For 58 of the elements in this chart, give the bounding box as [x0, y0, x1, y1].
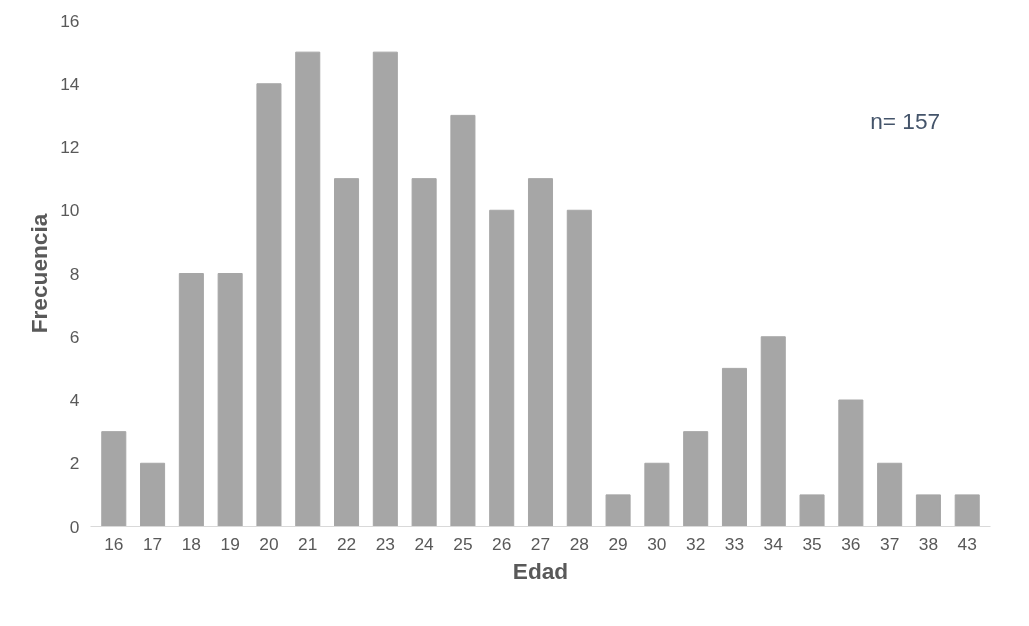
- x-tick-label: 36: [841, 533, 861, 554]
- x-tick-label: 32: [686, 533, 706, 554]
- bar: [838, 399, 864, 527]
- x-tick-label: 38: [918, 533, 939, 554]
- x-tick-label: 19: [220, 533, 240, 554]
- bar: [954, 494, 980, 527]
- bar: [683, 431, 709, 527]
- bar: [915, 494, 941, 527]
- x-tick-label: 22: [336, 533, 357, 554]
- y-tick-label: 2: [69, 453, 80, 474]
- x-axis-title: Edad: [512, 557, 569, 584]
- bar: [799, 494, 825, 527]
- annotation: n= 157: [870, 108, 941, 135]
- bar: [140, 462, 166, 527]
- x-tick-label: 33: [724, 533, 745, 554]
- y-tick-label: 6: [69, 326, 80, 347]
- bar: [334, 178, 360, 527]
- y-tick-label: 12: [60, 137, 80, 157]
- bar: [877, 462, 903, 527]
- bar: [760, 336, 786, 527]
- bar: [721, 367, 747, 527]
- bar: [101, 431, 127, 527]
- x-tick-label: 24: [414, 533, 435, 554]
- x-tick-label: 21: [298, 533, 318, 554]
- x-tick-label: 17: [142, 533, 163, 554]
- bar: [566, 209, 592, 527]
- y-tick-label: 8: [69, 263, 80, 284]
- bar: [644, 462, 670, 527]
- bar: [256, 83, 282, 527]
- x-tick-label: 23: [375, 533, 395, 554]
- x-tick-label: 43: [957, 533, 977, 554]
- y-tick-label: 10: [60, 200, 80, 221]
- y-tick-label: 14: [60, 73, 80, 94]
- x-tick-label: 30: [647, 533, 667, 554]
- x-tick-label: 18: [181, 533, 202, 554]
- bar: [605, 494, 631, 527]
- x-tick-label: 25: [453, 533, 473, 554]
- x-tick-label: 20: [259, 533, 279, 554]
- x-tick-label: 26: [492, 533, 512, 554]
- x-tick-label: 35: [802, 533, 822, 554]
- bar: [489, 209, 515, 527]
- bar: [527, 178, 554, 527]
- y-tick-label: 16: [60, 10, 80, 31]
- bar: [411, 178, 437, 527]
- bar: [372, 51, 398, 527]
- x-tick-label: 29: [608, 533, 628, 554]
- y-tick-label: 0: [69, 516, 80, 537]
- bar: [178, 273, 204, 527]
- x-tick-label: 34: [763, 533, 784, 554]
- x-tick-label: 37: [880, 533, 900, 554]
- bar: [450, 114, 476, 527]
- y-axis-title: Frecuencia: [26, 213, 53, 334]
- y-tick-label: 4: [69, 390, 80, 410]
- bar: [217, 273, 243, 527]
- x-tick-label: 27: [530, 533, 551, 554]
- bar: [295, 51, 321, 527]
- x-tick-label: 16: [104, 533, 124, 554]
- x-tick-label: 28: [569, 533, 589, 554]
